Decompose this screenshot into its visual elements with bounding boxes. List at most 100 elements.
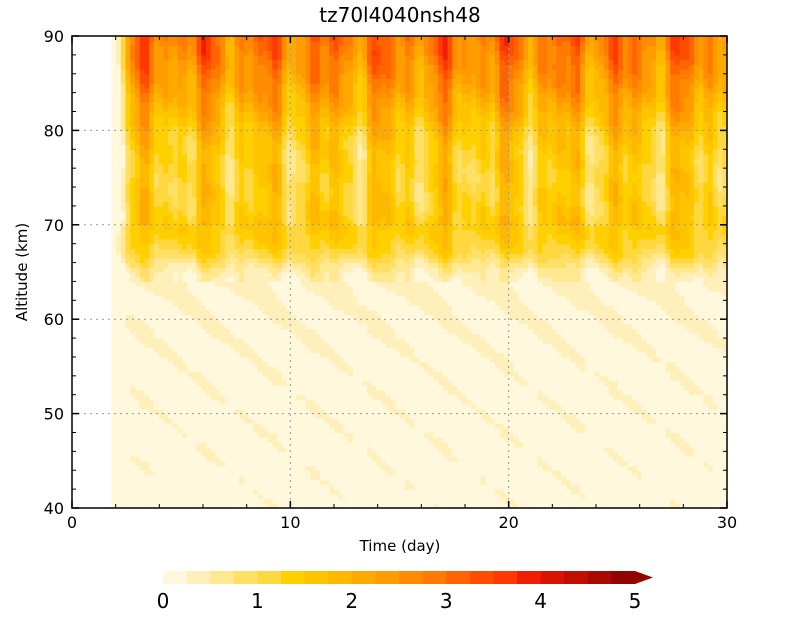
heatmap-cell: [116, 394, 122, 401]
heatmap-cell: [286, 493, 292, 500]
heatmap-cell: [116, 130, 122, 136]
heatmap-cell: [243, 45, 250, 51]
heatmap-cell: [324, 408, 330, 415]
heatmap-cell: [220, 474, 226, 481]
heatmap-cell: [182, 220, 188, 226]
heatmap-cell: [286, 451, 292, 457]
heatmap-cell: [234, 361, 240, 367]
heatmap-cell: [310, 366, 316, 372]
heatmap-cell: [134, 305, 141, 311]
heatmap-cell: [191, 224, 198, 231]
heatmap-cell: [149, 286, 155, 292]
heatmap-cell: [300, 272, 307, 278]
heatmap-cell: [333, 276, 340, 283]
heatmap-cell: [139, 135, 146, 141]
heatmap-cell: [324, 210, 330, 216]
heatmap-cell: [206, 356, 212, 363]
heatmap-cell: [158, 248, 164, 254]
heatmap-cell: [239, 460, 245, 467]
heatmap-cell: [281, 106, 288, 113]
heatmap-cell: [130, 177, 136, 183]
heatmap-cell: [139, 465, 146, 471]
heatmap-cell: [305, 418, 311, 424]
heatmap-cell: [234, 73, 240, 80]
heatmap-cell: [187, 309, 193, 316]
heatmap-cell: [125, 456, 131, 462]
heatmap-cell: [191, 102, 198, 108]
heatmap-cell: [158, 460, 164, 467]
heatmap-cell: [191, 489, 198, 495]
heatmap-cell: [149, 97, 155, 103]
heatmap-cell: [196, 154, 202, 160]
heatmap-cell: [139, 295, 146, 301]
heatmap-cell: [139, 413, 146, 419]
heatmap-cell: [172, 470, 179, 476]
heatmap-cell: [206, 390, 212, 396]
heatmap-cell: [134, 347, 141, 353]
heatmap-cell: [144, 182, 150, 188]
heatmap-cell: [300, 238, 307, 245]
heatmap-cell: [191, 290, 198, 297]
heatmap-cell: [314, 97, 321, 103]
heatmap-cell: [172, 215, 179, 221]
heatmap-cell: [134, 493, 141, 500]
heatmap-cell: [277, 489, 283, 495]
heatmap-cell: [201, 503, 207, 508]
heatmap-cell: [272, 125, 278, 131]
heatmap-cell: [248, 196, 254, 202]
heatmap-cell: [291, 333, 297, 339]
heatmap-cell: [153, 281, 160, 287]
heatmap-cell: [286, 187, 292, 193]
heatmap-cell: [139, 493, 146, 500]
heatmap-cell: [201, 399, 207, 405]
heatmap-cell: [196, 135, 202, 141]
heatmap-cell: [191, 182, 198, 188]
heatmap-cell: [305, 432, 311, 438]
heatmap-cell: [116, 234, 122, 240]
heatmap-cell: [224, 423, 231, 429]
heatmap-cell: [120, 361, 127, 367]
heatmap-cell: [134, 489, 141, 495]
heatmap-cell: [116, 50, 122, 56]
heatmap-cell: [281, 366, 288, 372]
heatmap-cell: [286, 432, 292, 438]
heatmap-cell: [243, 40, 250, 47]
heatmap-cell: [116, 423, 122, 429]
heatmap-cell: [267, 423, 273, 429]
heatmap-cell: [153, 484, 160, 490]
heatmap-cell: [201, 205, 207, 212]
heatmap-cell: [253, 333, 259, 339]
heatmap-cell: [253, 404, 259, 410]
heatmap-cell: [239, 380, 245, 386]
heatmap-cell: [168, 201, 174, 207]
heatmap-cell: [139, 503, 146, 508]
heatmap-cell: [239, 427, 245, 434]
heatmap-cell: [196, 503, 202, 508]
heatmap-cell: [210, 262, 217, 268]
heatmap-cell: [300, 102, 307, 108]
heatmap-cell: [196, 224, 202, 231]
heatmap-cell: [134, 267, 141, 273]
heatmap-cell: [201, 102, 207, 108]
heatmap-cell: [229, 201, 236, 207]
heatmap-cell: [191, 106, 198, 113]
heatmap-cell: [314, 423, 321, 429]
heatmap-cell: [300, 309, 307, 316]
heatmap-cell: [239, 168, 245, 174]
heatmap-cell: [310, 503, 316, 508]
heatmap-cell: [111, 432, 117, 438]
heatmap-cell: [281, 83, 288, 89]
heatmap-cell: [291, 187, 297, 193]
heatmap-cell: [201, 371, 207, 377]
heatmap-cell: [314, 347, 321, 353]
heatmap-cell: [206, 267, 212, 273]
heatmap-cell: [153, 92, 160, 98]
heatmap-cell: [220, 69, 226, 75]
heatmap-cell: [229, 290, 236, 297]
heatmap-cell: [281, 116, 288, 122]
heatmap-cell: [172, 158, 179, 165]
heatmap-cell: [215, 503, 221, 508]
heatmap-cell: [314, 187, 321, 193]
heatmap-cell: [333, 460, 340, 467]
heatmap-cell: [224, 352, 231, 358]
